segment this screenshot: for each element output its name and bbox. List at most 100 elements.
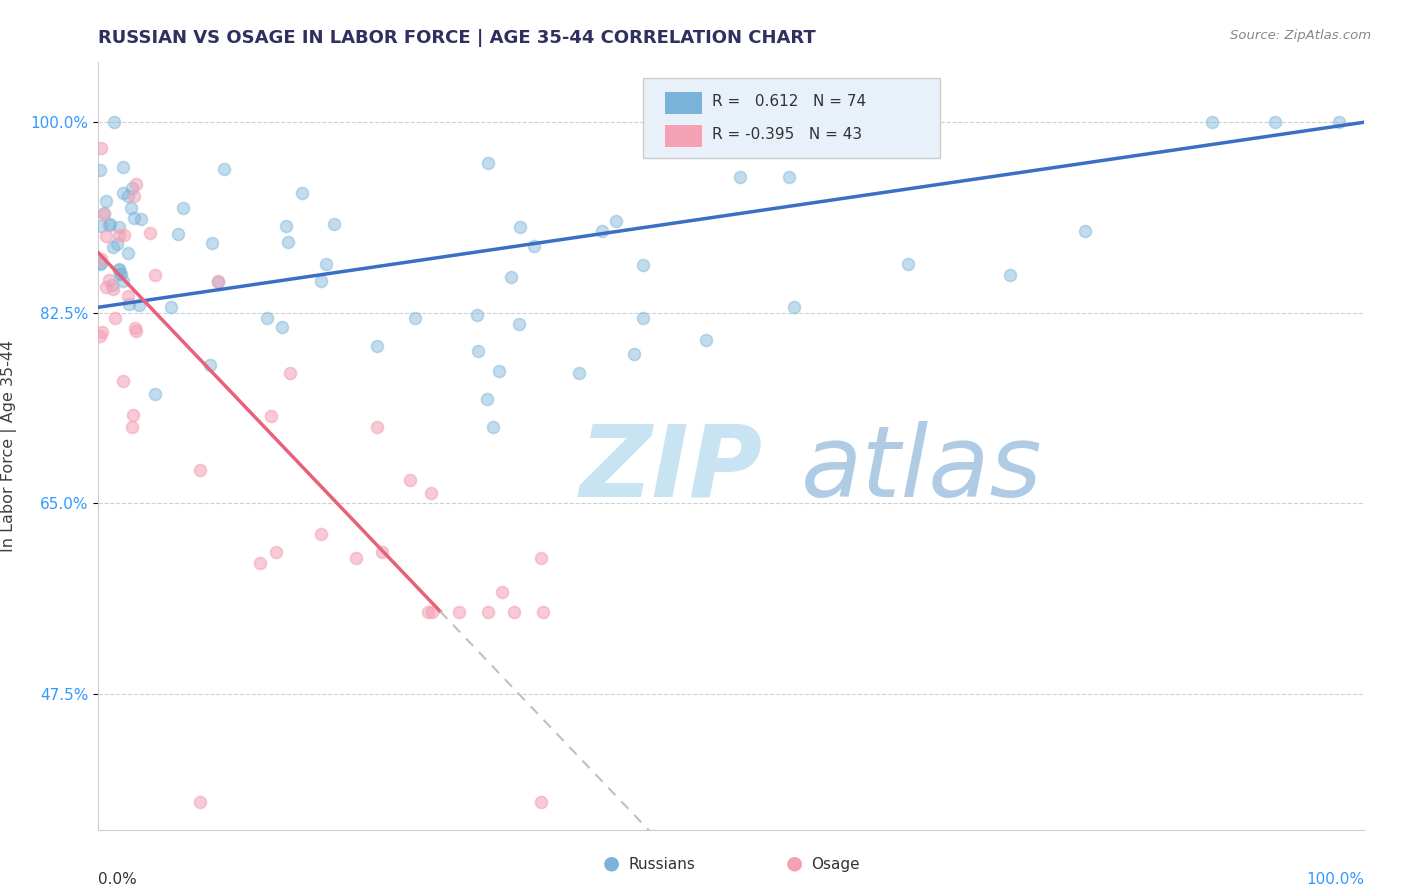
- Point: [249, 556, 271, 570]
- Point: [491, 585, 513, 599]
- Point: [101, 240, 124, 254]
- Point: [508, 318, 530, 332]
- Point: [291, 186, 314, 201]
- Point: [143, 387, 166, 401]
- Point: [96, 229, 118, 244]
- Point: [198, 358, 221, 372]
- Point: [591, 224, 613, 238]
- Point: [108, 262, 131, 277]
- Point: [477, 605, 499, 619]
- Point: [107, 261, 129, 276]
- Point: [309, 527, 332, 541]
- Point: [110, 267, 132, 281]
- Point: [477, 392, 499, 407]
- Point: [167, 227, 190, 242]
- Point: [309, 274, 332, 288]
- Point: [121, 180, 143, 194]
- Point: [420, 605, 443, 619]
- Text: Source: ZipAtlas.com: Source: ZipAtlas.com: [1230, 29, 1371, 43]
- Bar: [664, 124, 702, 147]
- Point: [416, 605, 439, 619]
- Point: [110, 267, 132, 281]
- Point: [160, 301, 183, 315]
- Point: [449, 605, 471, 619]
- Point: [103, 115, 125, 129]
- Point: [101, 282, 124, 296]
- Point: [121, 420, 143, 434]
- Point: [778, 169, 800, 184]
- Point: [998, 268, 1021, 282]
- Point: [323, 217, 346, 231]
- Point: [101, 277, 124, 292]
- Point: [111, 274, 134, 288]
- Point: [623, 347, 645, 361]
- Point: [344, 551, 367, 566]
- Point: [129, 211, 152, 226]
- Text: 0.0%: 0.0%: [98, 871, 138, 887]
- Point: [98, 273, 121, 287]
- Point: [366, 420, 388, 434]
- Point: [90, 256, 112, 270]
- Point: [467, 343, 489, 358]
- Point: [531, 605, 554, 619]
- Point: [104, 311, 127, 326]
- Point: [112, 228, 135, 243]
- Point: [695, 333, 717, 347]
- Point: [1264, 115, 1286, 129]
- Point: [1201, 115, 1223, 129]
- Point: [93, 207, 115, 221]
- Point: [124, 321, 146, 335]
- Point: [465, 308, 488, 322]
- Point: [96, 280, 118, 294]
- Text: ●: ●: [603, 854, 620, 872]
- Point: [98, 217, 121, 231]
- Point: [122, 189, 145, 203]
- Point: [117, 246, 139, 260]
- Point: [125, 178, 148, 192]
- Point: [404, 311, 426, 326]
- Point: [277, 235, 299, 249]
- Point: [128, 298, 150, 312]
- Point: [172, 201, 194, 215]
- Point: [481, 420, 503, 434]
- Point: [730, 169, 752, 184]
- Point: [399, 473, 422, 487]
- Point: [188, 796, 211, 810]
- Point: [90, 141, 112, 155]
- Point: [108, 228, 131, 243]
- Point: [260, 409, 283, 423]
- Point: [1074, 224, 1097, 238]
- Point: [530, 550, 553, 565]
- Point: [117, 297, 139, 311]
- Point: [256, 311, 278, 326]
- Point: [112, 186, 135, 200]
- Point: [420, 486, 443, 500]
- Point: [90, 252, 112, 266]
- Point: [89, 329, 111, 343]
- Point: [371, 545, 394, 559]
- Point: [143, 268, 166, 282]
- Point: [530, 796, 553, 810]
- Point: [568, 366, 591, 380]
- Point: [139, 226, 162, 240]
- Point: [631, 258, 654, 272]
- Point: [122, 408, 145, 422]
- Text: atlas: atlas: [801, 420, 1042, 517]
- Text: Russians: Russians: [628, 857, 696, 872]
- Point: [315, 257, 337, 271]
- Point: [111, 374, 134, 388]
- Point: [509, 219, 531, 234]
- Point: [188, 463, 211, 477]
- Point: [631, 311, 654, 326]
- Point: [201, 236, 224, 251]
- Point: [523, 239, 546, 253]
- Point: [477, 156, 499, 170]
- Point: [274, 219, 297, 234]
- Point: [125, 324, 148, 338]
- Point: [90, 325, 112, 339]
- FancyBboxPatch shape: [643, 78, 941, 158]
- Point: [212, 162, 235, 177]
- Point: [1327, 115, 1350, 129]
- Point: [264, 544, 287, 558]
- Point: [278, 366, 301, 380]
